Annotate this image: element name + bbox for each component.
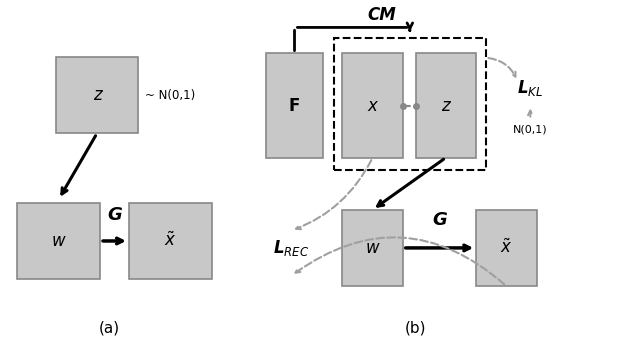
Text: z: z [93,86,101,104]
Text: ~ N(0,1): ~ N(0,1) [145,89,195,101]
FancyBboxPatch shape [342,54,403,158]
FancyBboxPatch shape [17,203,100,279]
Text: x: x [367,97,378,114]
Text: G: G [107,205,122,224]
FancyBboxPatch shape [129,203,212,279]
Text: F: F [289,97,300,114]
FancyBboxPatch shape [266,54,323,158]
Text: w: w [52,232,65,250]
Text: G: G [432,211,447,229]
Text: (a): (a) [99,320,120,335]
Text: $\tilde{x}$: $\tilde{x}$ [500,239,513,257]
FancyBboxPatch shape [415,54,476,158]
Text: w: w [365,239,380,257]
Text: (b): (b) [405,320,426,335]
Text: $\boldsymbol{L}_{KL}$: $\boldsymbol{L}_{KL}$ [517,78,543,98]
Text: N(0,1): N(0,1) [513,125,548,135]
Text: $\boldsymbol{L}_{REC}$: $\boldsymbol{L}_{REC}$ [273,238,310,258]
FancyBboxPatch shape [476,210,537,286]
FancyBboxPatch shape [342,210,403,286]
Text: z: z [442,97,450,114]
Text: $\tilde{x}$: $\tilde{x}$ [164,232,177,250]
Text: CM: CM [368,6,397,24]
FancyBboxPatch shape [56,57,138,133]
